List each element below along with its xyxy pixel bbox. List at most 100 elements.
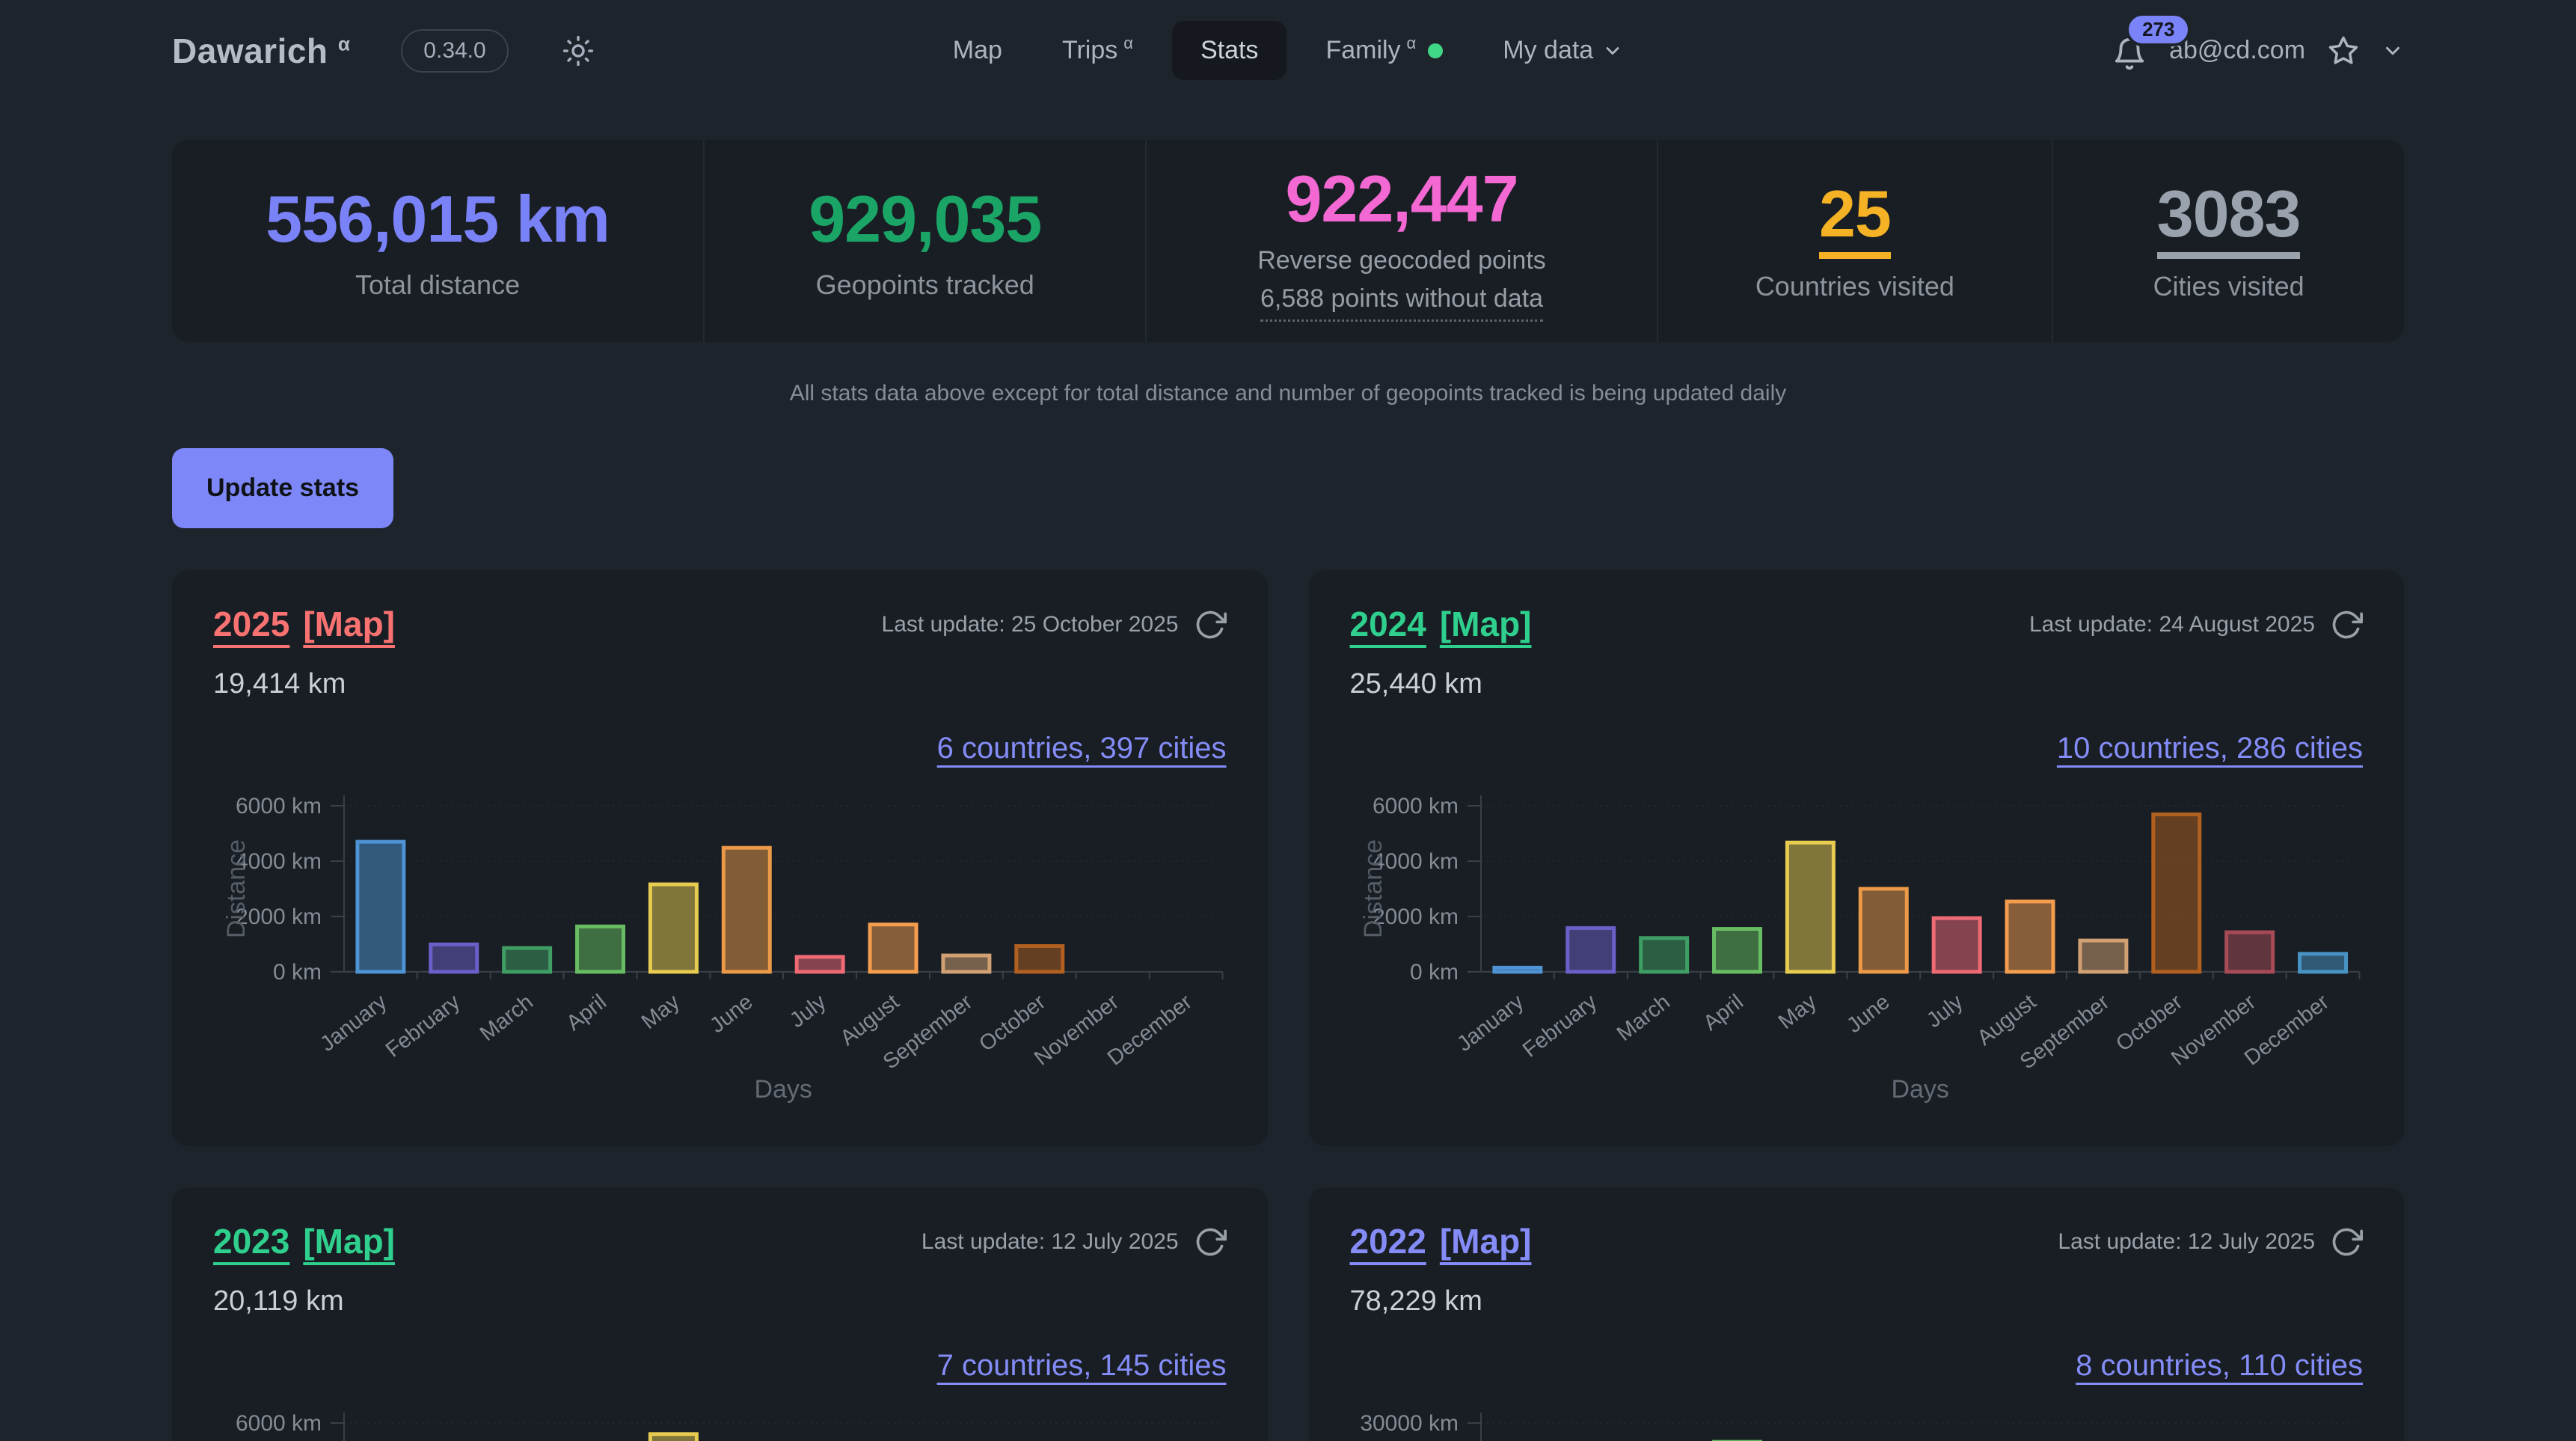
bar-chart-2024: 0 km 2000 km 4000 km 6000 km JanuaryFebruary… — [1358, 794, 2360, 1104]
year-card-2024: 2024 [Map] Last update: 24 August 2025 2… — [1308, 570, 2404, 1146]
last-update-text: Last update: 12 July 2025 — [2058, 1229, 2315, 1254]
svg-text:April: April — [562, 990, 610, 1035]
last-update-text: Last update: 24 August 2025 — [2029, 612, 2315, 637]
svg-text:July: July — [785, 990, 831, 1032]
refresh-icon[interactable] — [1194, 1226, 1227, 1258]
last-update-text: Last update: 25 October 2025 — [881, 612, 1179, 637]
svg-text:February: February — [1518, 990, 1601, 1062]
svg-text:March: March — [1612, 990, 1674, 1046]
navbar-left: Dawarich α 0.34.0 — [172, 28, 932, 73]
year-distance: 19,414 km — [213, 668, 346, 700]
countries-cities-link[interactable]: 8 countries, 110 cities — [2076, 1349, 2363, 1382]
refresh-icon[interactable] — [1194, 608, 1227, 641]
svg-text:April: April — [1699, 990, 1747, 1035]
cities-visited-link[interactable]: 3083 — [2156, 179, 2301, 259]
svg-text:August: August — [1972, 990, 2040, 1050]
refresh-icon[interactable] — [2330, 1226, 2363, 1258]
svg-text:Distance: Distance — [222, 839, 251, 938]
user-email: ab@cd.com — [2169, 36, 2306, 64]
svg-text:4000 km: 4000 km — [236, 849, 322, 874]
year-map-link[interactable]: [Map] — [303, 605, 395, 643]
year-map-link[interactable]: [Map] — [303, 1222, 395, 1261]
countries-cities-link[interactable]: 7 countries, 145 cities — [936, 1349, 1227, 1382]
svg-text:0 km: 0 km — [273, 960, 322, 985]
svg-text:0 km: 0 km — [1410, 960, 1459, 985]
last-update-text: Last update: 12 July 2025 — [921, 1229, 1179, 1254]
nav-link-family[interactable]: Family α — [1304, 22, 1464, 79]
stat-cities-visited: 3083 Cities visited — [2052, 140, 2404, 342]
stat-geopoints-tracked: 929,035 Geopoints tracked — [703, 140, 1145, 342]
svg-text:July: July — [1922, 990, 1968, 1032]
bar-chart-2025: 0 km 2000 km 4000 km 6000 km JanuaryFebruary… — [222, 794, 1224, 1104]
points-without-data-tooltip[interactable]: 6,588 points without data — [1260, 284, 1544, 322]
year-distance: 20,119 km — [213, 1285, 344, 1317]
year-link[interactable]: 2023 — [213, 1222, 290, 1261]
stat-reverse-geocoded: 922,447 Reverse geocoded points 6,588 po… — [1145, 140, 1656, 342]
theme-toggle-button[interactable] — [562, 35, 594, 67]
svg-text:2000 km: 2000 km — [1373, 905, 1459, 929]
svg-text:February: February — [381, 990, 464, 1062]
year-distance: 25,440 km — [1349, 668, 1482, 700]
year-distance: 78,229 km — [1349, 1285, 1482, 1317]
svg-text:May: May — [637, 990, 684, 1034]
svg-text:30000 km: 30000 km — [1360, 1411, 1459, 1436]
bar-chart-2022: 0 km10000 km20000 km30000 kmJanuaryFebru… — [1360, 1411, 2359, 1441]
year-link[interactable]: 2024 — [1349, 605, 1426, 643]
stats-update-note: All stats data above except for total di… — [789, 381, 1787, 406]
stat-label: Cities visited — [2153, 270, 2304, 302]
stat-label: Reverse geocoded points — [1257, 245, 1546, 275]
svg-text:4000 km: 4000 km — [1373, 849, 1459, 874]
nav-link-my-data[interactable]: My data — [1482, 22, 1644, 79]
svg-text:Distance: Distance — [1358, 839, 1387, 938]
nav-link-stats[interactable]: Stats — [1171, 21, 1287, 80]
svg-text:June: June — [705, 990, 757, 1038]
user-menu-chevron-icon[interactable] — [2382, 40, 2404, 62]
svg-text:January: January — [1453, 990, 1528, 1056]
family-online-dot — [1428, 43, 1444, 58]
year-card-2025: 2025 [Map] Last update: 25 October 2025 … — [172, 570, 1268, 1146]
countries-visited-link[interactable]: 25 — [1818, 179, 1892, 259]
stat-label: Total distance — [355, 269, 521, 300]
stat-countries-visited: 25 Countries visited — [1656, 140, 2052, 342]
stat-value: 929,035 — [809, 182, 1042, 256]
notifications-button[interactable]: 273 — [2112, 13, 2192, 75]
alpha-badge: α — [337, 32, 351, 55]
star-icon[interactable] — [2328, 35, 2359, 67]
year-map-link[interactable]: [Map] — [1439, 605, 1532, 643]
svg-text:March: March — [476, 990, 538, 1046]
navbar: Dawarich α 0.34.0 Map Trips α Stats Famil… — [0, 0, 2576, 101]
svg-text:6000 km: 6000 km — [236, 1411, 322, 1436]
svg-text:6000 km: 6000 km — [1373, 794, 1459, 819]
year-link[interactable]: 2025 — [213, 605, 290, 643]
version-badge: 0.34.0 — [401, 28, 509, 73]
notifications-count-badge: 273 — [2126, 13, 2192, 46]
app-logo[interactable]: Dawarich α — [172, 31, 351, 70]
stat-total-distance: 556,015 km Total distance — [172, 140, 703, 342]
svg-text:Days: Days — [1891, 1075, 1948, 1104]
main-nav: Map Trips α Stats Family α My data — [932, 21, 1644, 80]
year-link[interactable]: 2022 — [1349, 1222, 1426, 1261]
sun-icon — [562, 35, 593, 66]
stat-value: 556,015 km — [266, 182, 610, 256]
refresh-icon[interactable] — [2330, 608, 2363, 641]
stat-label: Countries visited — [1755, 270, 1954, 302]
countries-cities-link[interactable]: 6 countries, 397 cities — [936, 732, 1227, 765]
svg-text:May: May — [1773, 990, 1821, 1034]
svg-text:2000 km: 2000 km — [236, 905, 322, 929]
stat-label: Geopoints tracked — [815, 269, 1034, 300]
svg-text:Days: Days — [755, 1075, 812, 1104]
update-stats-button[interactable]: Update stats — [172, 448, 394, 528]
year-card-2023: 2023 [Map] Last update: 12 July 2025 20,… — [172, 1187, 1268, 1441]
year-card-2022: 2022 [Map] Last update: 12 July 2025 78,… — [1308, 1187, 2404, 1441]
nav-link-trips[interactable]: Trips α — [1061, 33, 1133, 65]
countries-cities-link[interactable]: 10 countries, 286 cities — [2056, 732, 2363, 765]
svg-text:June: June — [1842, 990, 1894, 1038]
year-map-link[interactable]: [Map] — [1439, 1222, 1532, 1261]
nav-link-map[interactable]: Map — [952, 36, 1002, 64]
year-cards-grid: 2025 [Map] Last update: 25 October 2025 … — [172, 570, 2404, 1441]
svg-text:August: August — [836, 990, 904, 1050]
